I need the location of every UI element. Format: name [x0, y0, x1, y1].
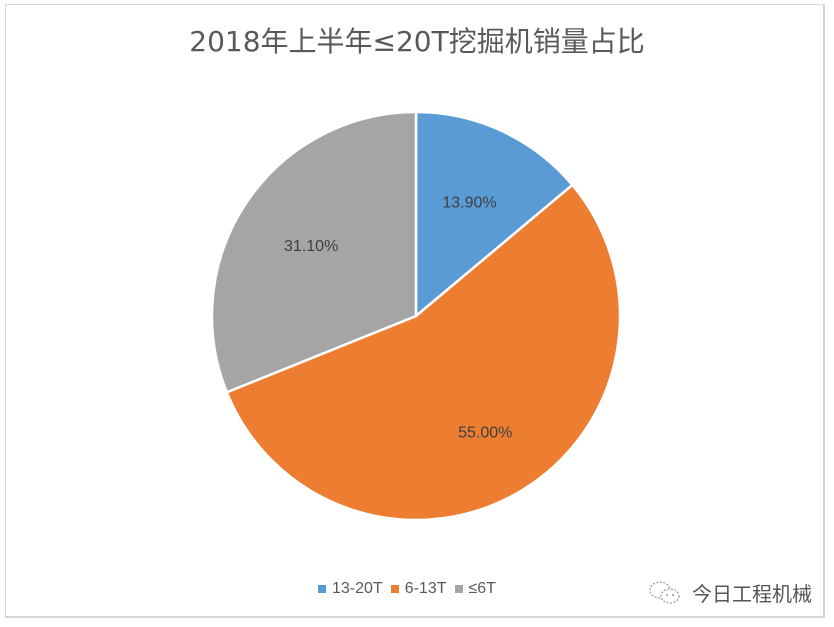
- legend-swatch: [390, 585, 399, 593]
- data-label: 55.00%: [458, 424, 512, 441]
- chart-title: 2018年上半年≤20T挖掘机销量占比: [189, 25, 645, 58]
- watermark-text: 今日工程机械: [692, 582, 812, 606]
- legend-swatch: [454, 585, 463, 593]
- pie-slice-6-13T: [225, 183, 622, 522]
- data-label: 31.10%: [284, 238, 338, 255]
- legend: 13-20T 6-13T ≤6T: [318, 580, 504, 598]
- data-label: 13.90%: [442, 194, 496, 211]
- legend-swatch: [318, 585, 326, 593]
- legend-item-le6t: ≤6T: [454, 580, 496, 598]
- watermark: 今日工程机械: [648, 578, 812, 607]
- legend-label: 13-20T: [332, 580, 383, 597]
- legend-label: 6-13T: [404, 580, 447, 597]
- legend-item-13-20t: 13-20T: [318, 580, 383, 598]
- legend-item-6-13t: 6-13T: [390, 580, 447, 598]
- legend-label: ≤6T: [468, 580, 496, 597]
- wechat-icon: [649, 580, 680, 604]
- pie-slice-≤6T: [210, 110, 418, 394]
- pie-slice-13-20T: [414, 110, 575, 319]
